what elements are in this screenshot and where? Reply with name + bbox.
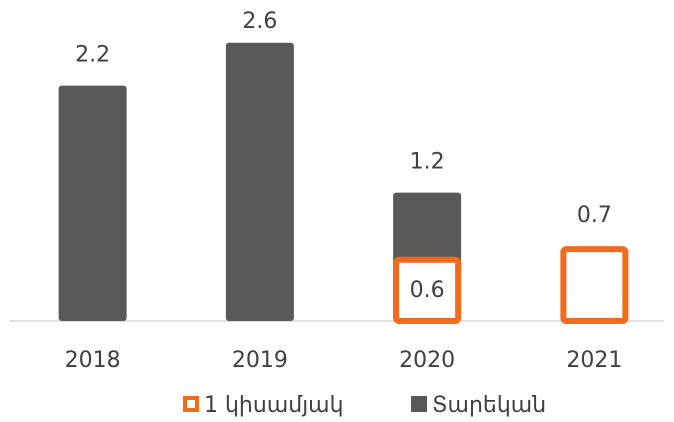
data-label: 1.2 [410,150,445,175]
legend-label: Տարեկան [432,393,546,418]
legend-swatch [183,396,199,412]
legend-swatch [411,396,427,412]
data-label: 0.6 [410,278,445,303]
data-label: 2.2 [75,43,110,68]
bar [560,246,629,325]
x-tick-label: 2021 [566,348,622,373]
x-tick-label: 2020 [399,348,455,373]
x-tick-label: 2019 [232,348,288,373]
legend-label: 1 կիսամյակ [204,393,344,418]
data-label: 0.7 [577,203,612,228]
data-label: 2.6 [242,9,277,34]
bar [393,256,462,324]
x-tick-label: 2018 [65,348,121,373]
bar [58,85,127,321]
bar [225,42,294,322]
